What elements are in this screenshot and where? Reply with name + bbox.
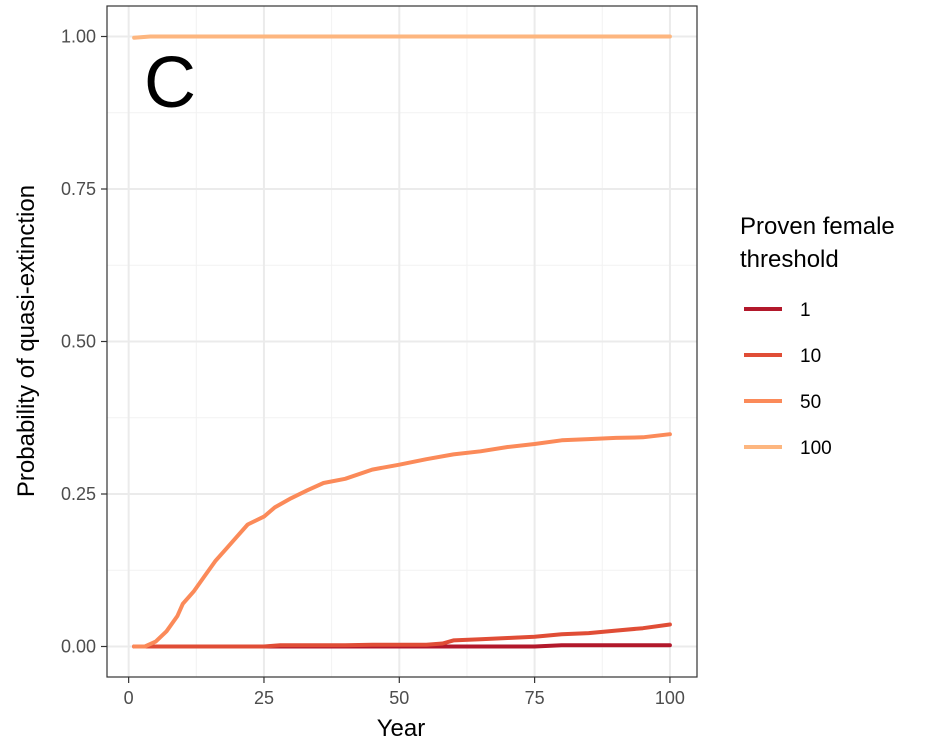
x-tick-label: 50	[389, 688, 409, 708]
y-tick-label: 0.50	[61, 332, 96, 352]
y-axis-ticks: 0.00 0.25 0.50 0.75 1.00	[61, 27, 107, 657]
x-tick-label: 25	[254, 688, 274, 708]
x-axis-title: Year	[377, 715, 426, 742]
panel-label: C	[144, 43, 196, 123]
legend-items: 1 10 50 100	[744, 300, 832, 459]
x-tick-label: 100	[655, 688, 685, 708]
y-tick-label: 0.25	[61, 484, 96, 504]
series-line-50	[132, 432, 672, 649]
legend-label-10: 10	[800, 346, 821, 367]
series-line-100	[132, 34, 672, 40]
y-tick-label: 0.75	[61, 179, 96, 199]
x-tick-label: 0	[124, 688, 134, 708]
legend: Proven female threshold 1 10 50 100	[740, 213, 895, 459]
legend-label-1: 1	[800, 300, 811, 321]
legend-title-line-2: threshold	[740, 246, 839, 273]
x-tick-label: 75	[525, 688, 545, 708]
y-axis-title: Probability of quasi-extinction	[13, 185, 40, 497]
x-axis-ticks: 0 25 50 75 100	[124, 677, 685, 708]
legend-title-line-1: Proven female	[740, 213, 895, 240]
y-tick-label: 1.00	[61, 27, 96, 47]
series-line-10	[132, 622, 672, 649]
y-tick-label: 0.00	[61, 637, 96, 657]
legend-label-100: 100	[800, 438, 832, 459]
series-lines	[132, 34, 672, 649]
legend-label-50: 50	[800, 392, 821, 413]
